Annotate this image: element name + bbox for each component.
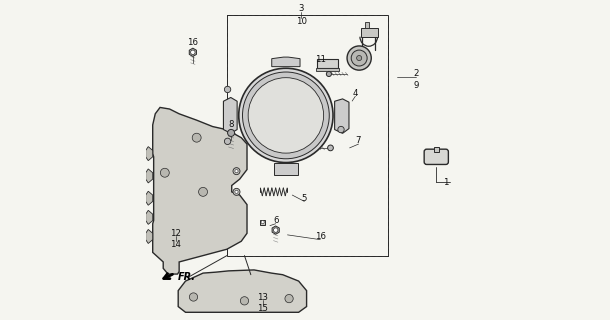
Text: 16: 16 (187, 38, 198, 47)
Polygon shape (274, 163, 298, 175)
Text: 4: 4 (353, 89, 358, 98)
Circle shape (160, 168, 169, 177)
Circle shape (328, 145, 333, 151)
Circle shape (338, 126, 344, 133)
Circle shape (326, 71, 331, 76)
Bar (227, 15, 388, 256)
Circle shape (248, 78, 324, 153)
Polygon shape (178, 270, 307, 312)
Text: 2: 2 (413, 69, 418, 78)
Text: 16: 16 (315, 232, 326, 241)
Circle shape (235, 190, 238, 194)
Text: 9: 9 (413, 81, 418, 90)
Polygon shape (189, 48, 196, 56)
Circle shape (285, 294, 293, 303)
Bar (317, 59, 338, 68)
Bar (260, 220, 265, 225)
Circle shape (224, 86, 231, 93)
Text: 6: 6 (273, 216, 278, 225)
Text: FR.: FR. (178, 272, 196, 282)
Polygon shape (146, 229, 152, 244)
Text: 7: 7 (356, 136, 361, 145)
Bar (227, 15, 388, 256)
Polygon shape (146, 191, 152, 205)
Polygon shape (152, 108, 247, 274)
Polygon shape (223, 98, 237, 133)
Circle shape (239, 68, 333, 163)
Circle shape (347, 46, 371, 70)
Polygon shape (272, 226, 279, 234)
Text: 11: 11 (315, 55, 326, 64)
Bar (361, 28, 378, 37)
Circle shape (190, 50, 195, 54)
Text: 8: 8 (228, 120, 234, 129)
Circle shape (261, 220, 264, 224)
Polygon shape (146, 169, 152, 183)
Bar (434, 147, 439, 152)
Circle shape (228, 129, 235, 136)
Polygon shape (146, 147, 152, 161)
Bar (365, 22, 368, 28)
FancyBboxPatch shape (424, 149, 448, 164)
Circle shape (273, 228, 278, 232)
Polygon shape (335, 99, 349, 133)
Polygon shape (271, 57, 300, 67)
Circle shape (233, 188, 240, 196)
Text: 15: 15 (257, 304, 268, 313)
Circle shape (240, 297, 249, 305)
Text: 14: 14 (170, 240, 181, 249)
Circle shape (224, 138, 231, 145)
Text: 5: 5 (301, 194, 307, 203)
Text: 10: 10 (296, 17, 307, 26)
Bar (315, 68, 339, 71)
Circle shape (235, 170, 238, 173)
Circle shape (192, 133, 201, 142)
Circle shape (233, 168, 240, 175)
Circle shape (243, 72, 329, 159)
Circle shape (189, 293, 198, 301)
Text: 13: 13 (257, 292, 268, 301)
Polygon shape (146, 210, 152, 224)
Circle shape (199, 188, 207, 196)
Circle shape (351, 50, 367, 66)
Text: 12: 12 (170, 229, 181, 238)
Circle shape (357, 55, 362, 60)
Text: 3: 3 (298, 4, 304, 13)
Text: 1: 1 (443, 178, 448, 187)
